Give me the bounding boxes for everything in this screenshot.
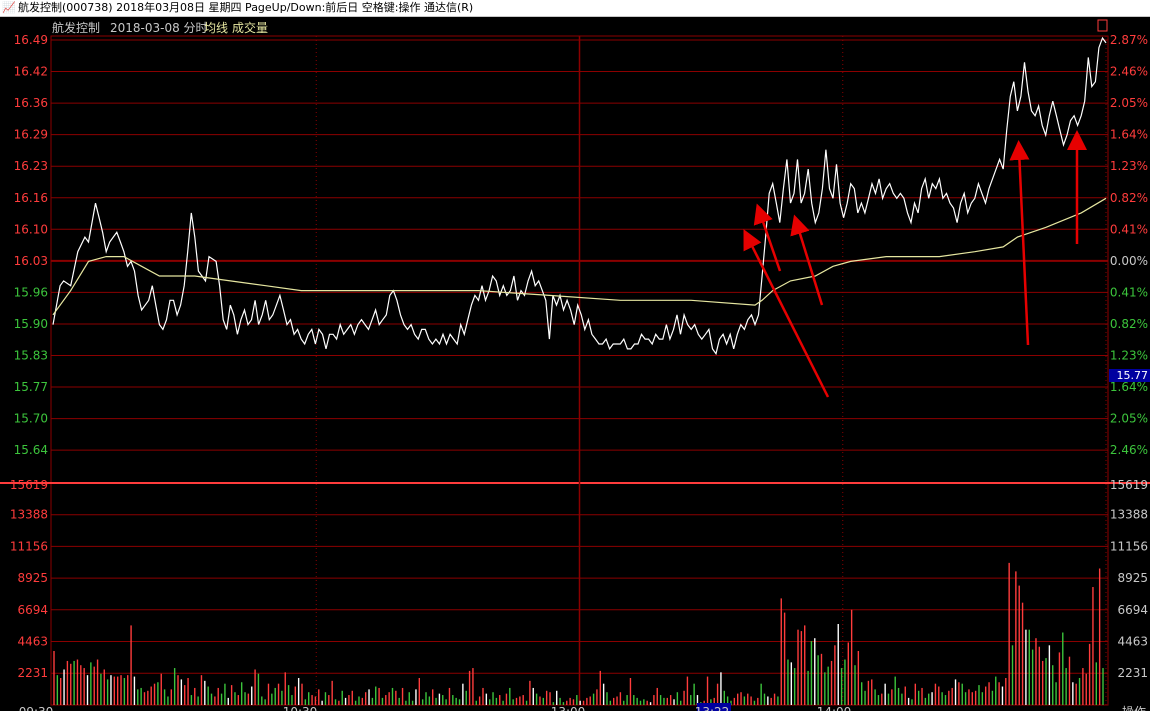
- axis-labels: 16.49 2.87% 16.42 2.46% 16.36 2.05% 16.29 1.64%…: [10, 33, 1150, 711]
- window-title-bar: 📈 航发控制(000738) 2018年03月08日 星期四 PageUp/Do…: [0, 0, 1150, 17]
- percent-tick-label: 2.46%: [1110, 65, 1148, 79]
- annotation-arrow: [1009, 140, 1030, 346]
- price-line: [52, 36, 1107, 356]
- time-tick-label: 13:22: [695, 705, 730, 711]
- volume-label[interactable]: 成交量: [232, 20, 268, 35]
- annotation-arrow: [790, 214, 824, 306]
- price-tick-label: 16.49: [14, 33, 48, 47]
- time-tick-label: 09:30: [19, 705, 54, 711]
- price-tick-label: 16.42: [14, 65, 48, 79]
- grid: [0, 35, 1150, 706]
- volume-tick-label: 15619: [10, 478, 48, 492]
- percent-tick-label: 0.00%: [1110, 254, 1148, 268]
- percent-tick-label: 1.23%: [1110, 349, 1148, 363]
- chart-app-icon: 📈: [2, 1, 16, 14]
- window-title: 航发控制(000738) 2018年03月08日 星期四 PageUp/Down…: [18, 1, 474, 14]
- cursor-price-box: [1109, 369, 1150, 382]
- annotation-arrow: [753, 203, 782, 272]
- volume-tick-label: 13388: [10, 508, 48, 522]
- cursor-price-label: 15.77: [1117, 369, 1149, 382]
- avg-line: [52, 197, 1107, 316]
- price-tick-label: 15.83: [14, 349, 48, 363]
- volume-tick-label: 6694: [17, 603, 48, 617]
- percent-tick-label: 2.05%: [1110, 96, 1148, 110]
- volume-tick-label-right: 8925: [1117, 571, 1148, 585]
- price-tick-label: 15.64: [14, 443, 48, 457]
- time-cursor-box: [697, 703, 731, 711]
- date-label: 2018-03-08 分时: [110, 21, 208, 35]
- percent-tick-label: 1.23%: [1110, 159, 1148, 173]
- price-tick-label: 15.70: [14, 412, 48, 426]
- volume-tick-label-right: 13388: [1110, 508, 1148, 522]
- price-tick-label: 16.16: [14, 191, 48, 205]
- volume-tick-label-right: 15619: [1110, 478, 1148, 492]
- volume-tick-label-right: 2231: [1117, 666, 1148, 680]
- volume-tick-label-right: 6694: [1117, 603, 1148, 617]
- percent-tick-label: 2.87%: [1110, 33, 1148, 47]
- volume-tick-label: 11156: [10, 539, 48, 553]
- time-tick-label: 13:00: [551, 705, 586, 711]
- annotation-arrow: [743, 229, 830, 398]
- volume-tick-label: 2231: [17, 666, 48, 680]
- volume-tick-label-right: 11156: [1110, 539, 1148, 553]
- price-tick-label: 16.29: [14, 128, 48, 142]
- chart-header: 航发控制 2018-03-08 分时 均线 成交量: [52, 19, 1108, 35]
- price-tick-label: 16.36: [14, 96, 48, 110]
- price-tick-label: 15.96: [14, 285, 48, 299]
- volume-tick-label: 8925: [17, 571, 48, 585]
- volume-tick-label: 4463: [17, 635, 48, 649]
- stock-name-label: 航发控制: [52, 20, 100, 35]
- price-tick-label: 16.03: [14, 254, 48, 268]
- volume-tick-label-right: 4463: [1117, 635, 1148, 649]
- time-tick-label: 10:30: [283, 705, 318, 711]
- percent-tick-label: 0.41%: [1110, 222, 1148, 236]
- percent-tick-label: 1.64%: [1110, 128, 1148, 142]
- price-tick-label: 16.23: [14, 159, 48, 173]
- percent-tick-label: 0.82%: [1110, 191, 1148, 205]
- price-tick-label: 15.77: [14, 380, 48, 394]
- avg-line-label[interactable]: 均线: [204, 21, 228, 35]
- percent-tick-label: 0.82%: [1110, 317, 1148, 331]
- price-tick-label: 15.90: [14, 317, 48, 331]
- percent-tick-label: 1.64%: [1110, 380, 1148, 394]
- percent-tick-label: 0.41%: [1110, 285, 1148, 299]
- time-tick-label: 操作: [1122, 704, 1146, 711]
- maximize-icon[interactable]: [1097, 19, 1108, 32]
- price-tick-label: 16.10: [14, 222, 48, 236]
- percent-tick-label: 2.05%: [1110, 412, 1148, 426]
- annotation-arrows: [743, 130, 1087, 398]
- time-tick-label: 14:00: [817, 705, 852, 711]
- price-panel: [52, 36, 1107, 356]
- volume-panel: [53, 562, 1104, 705]
- percent-tick-label: 2.46%: [1110, 443, 1148, 457]
